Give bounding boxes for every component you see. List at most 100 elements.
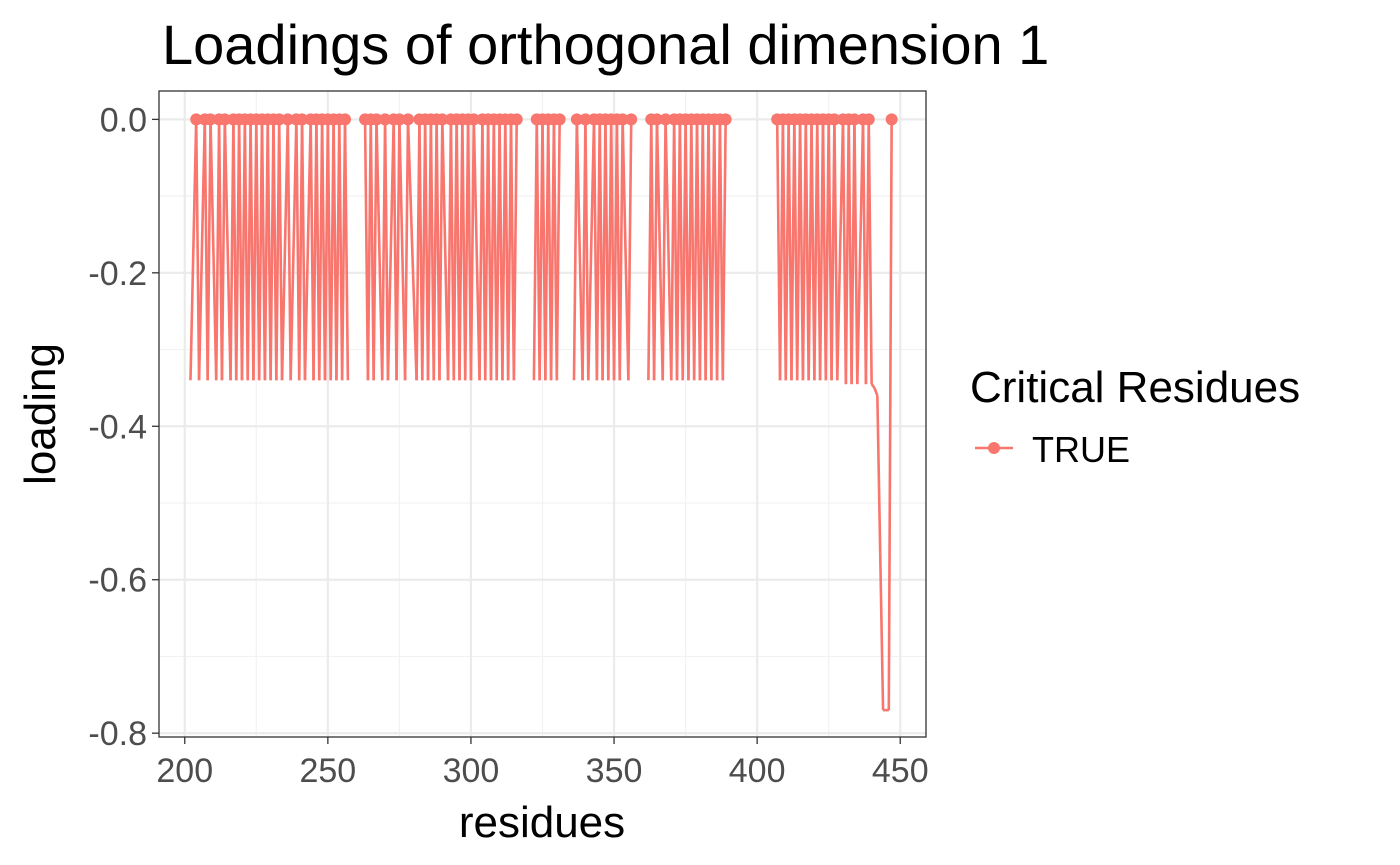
series-line-segment: [206, 119, 212, 381]
series-line-segment: [395, 119, 401, 381]
y-tick-label: -0.6: [88, 562, 147, 600]
plot-border: [158, 90, 927, 738]
x-tick-label: 300: [443, 752, 500, 790]
legend: Critical Residues TRUE: [970, 363, 1300, 470]
chart-title: Loadings of orthogonal dimension 1: [162, 13, 1049, 76]
series-line-segment: [469, 119, 476, 381]
data-point: [625, 113, 638, 126]
legend-title: Critical Residues: [970, 363, 1300, 412]
data-point: [339, 113, 352, 126]
series-line-segment: [627, 119, 633, 381]
series-line-segment: [856, 119, 865, 385]
data-point: [281, 113, 294, 126]
series-line-segment: [438, 119, 444, 381]
series-line-segment: [406, 119, 418, 381]
data-point: [579, 113, 592, 126]
series-line-segment: [621, 119, 630, 381]
series-line-segment: [873, 387, 879, 397]
series-line-segment: [286, 119, 292, 381]
series-line-segment: [853, 119, 859, 385]
data-point: [719, 113, 732, 126]
series-line-segment: [386, 119, 395, 381]
series-line-segment: [721, 119, 727, 381]
series-line-segment: [887, 119, 893, 711]
x-axis: 200 250 300 350 400 450: [156, 737, 929, 790]
series-line-segment: [584, 119, 590, 381]
series-line-segment: [441, 119, 450, 381]
x-tick-label: 450: [872, 752, 929, 790]
series-line-segment: [833, 119, 839, 381]
data-point: [659, 113, 672, 126]
y-tick-label: -0.2: [88, 255, 147, 293]
legend-key-point: [988, 442, 1000, 454]
series-line-segment: [383, 119, 390, 381]
data-point: [190, 113, 203, 126]
data-point: [510, 113, 523, 126]
y-tick-label: -0.8: [88, 715, 147, 753]
series-line-segment: [277, 119, 284, 381]
series-line-segment: [375, 119, 384, 381]
x-axis-title: residues: [459, 798, 625, 847]
series-line-segment: [575, 119, 584, 381]
data-point: [570, 113, 583, 126]
data-point: [393, 113, 406, 126]
series-line-segment: [189, 119, 198, 381]
series-line-segment: [661, 119, 667, 381]
series-line-segment: [194, 119, 201, 381]
data-point: [379, 113, 392, 126]
legend-label-true: TRUE: [1032, 429, 1130, 470]
data-point: [204, 113, 217, 126]
x-tick-label: 400: [729, 752, 786, 790]
y-tick-label: -0.4: [88, 408, 147, 446]
series-layer: [189, 113, 898, 712]
x-tick-label: 350: [586, 752, 643, 790]
data-point: [862, 113, 875, 126]
series-line-segment: [472, 119, 481, 381]
series-line-segment: [655, 119, 665, 381]
series-line-segment: [876, 395, 882, 553]
series-line-segment: [878, 552, 885, 711]
y-axis-title: loading: [16, 343, 65, 485]
data-point: [848, 113, 861, 126]
series-line-segment: [867, 119, 873, 385]
x-tick-label: 250: [299, 752, 356, 790]
series-line-segment: [289, 119, 298, 381]
series-line-segment: [223, 119, 232, 381]
data-point: [401, 113, 414, 126]
series-line-segment: [343, 119, 350, 381]
series-line-segment: [220, 119, 227, 381]
data-point: [885, 113, 898, 126]
data-point: [828, 113, 841, 126]
data-point: [218, 113, 231, 126]
series-line-segment: [209, 119, 218, 381]
data-point: [616, 113, 629, 126]
series-line-segment: [280, 119, 290, 381]
series-line-segment: [398, 119, 407, 381]
series-line-segment: [572, 119, 579, 381]
data-point: [273, 113, 286, 126]
series-line-segment: [652, 119, 659, 381]
x-tick-label: 200: [156, 752, 213, 790]
series-line-segment: [586, 119, 596, 381]
series-line-segment: [555, 119, 561, 381]
series-line-segment: [664, 119, 673, 381]
y-tick-label: 0.0: [100, 101, 147, 139]
data-point: [436, 113, 449, 126]
series-line-segment: [870, 383, 876, 389]
data-point: [553, 113, 566, 126]
data-point: [296, 113, 309, 126]
series-line-segment: [835, 119, 845, 381]
series-line-segment: [372, 119, 378, 381]
series-line-segment: [403, 119, 410, 381]
series-line-segment: [197, 119, 207, 381]
series-line-segment: [303, 119, 312, 381]
series-line-segment: [618, 119, 624, 381]
series-line-segment: [512, 119, 519, 381]
series-line-segment: [300, 119, 307, 381]
data-point: [467, 113, 480, 126]
y-axis: 0.0 -0.2 -0.4 -0.6 -0.8: [88, 101, 159, 753]
plot-panel: [158, 90, 927, 738]
data-point: [370, 113, 383, 126]
data-point: [650, 113, 663, 126]
